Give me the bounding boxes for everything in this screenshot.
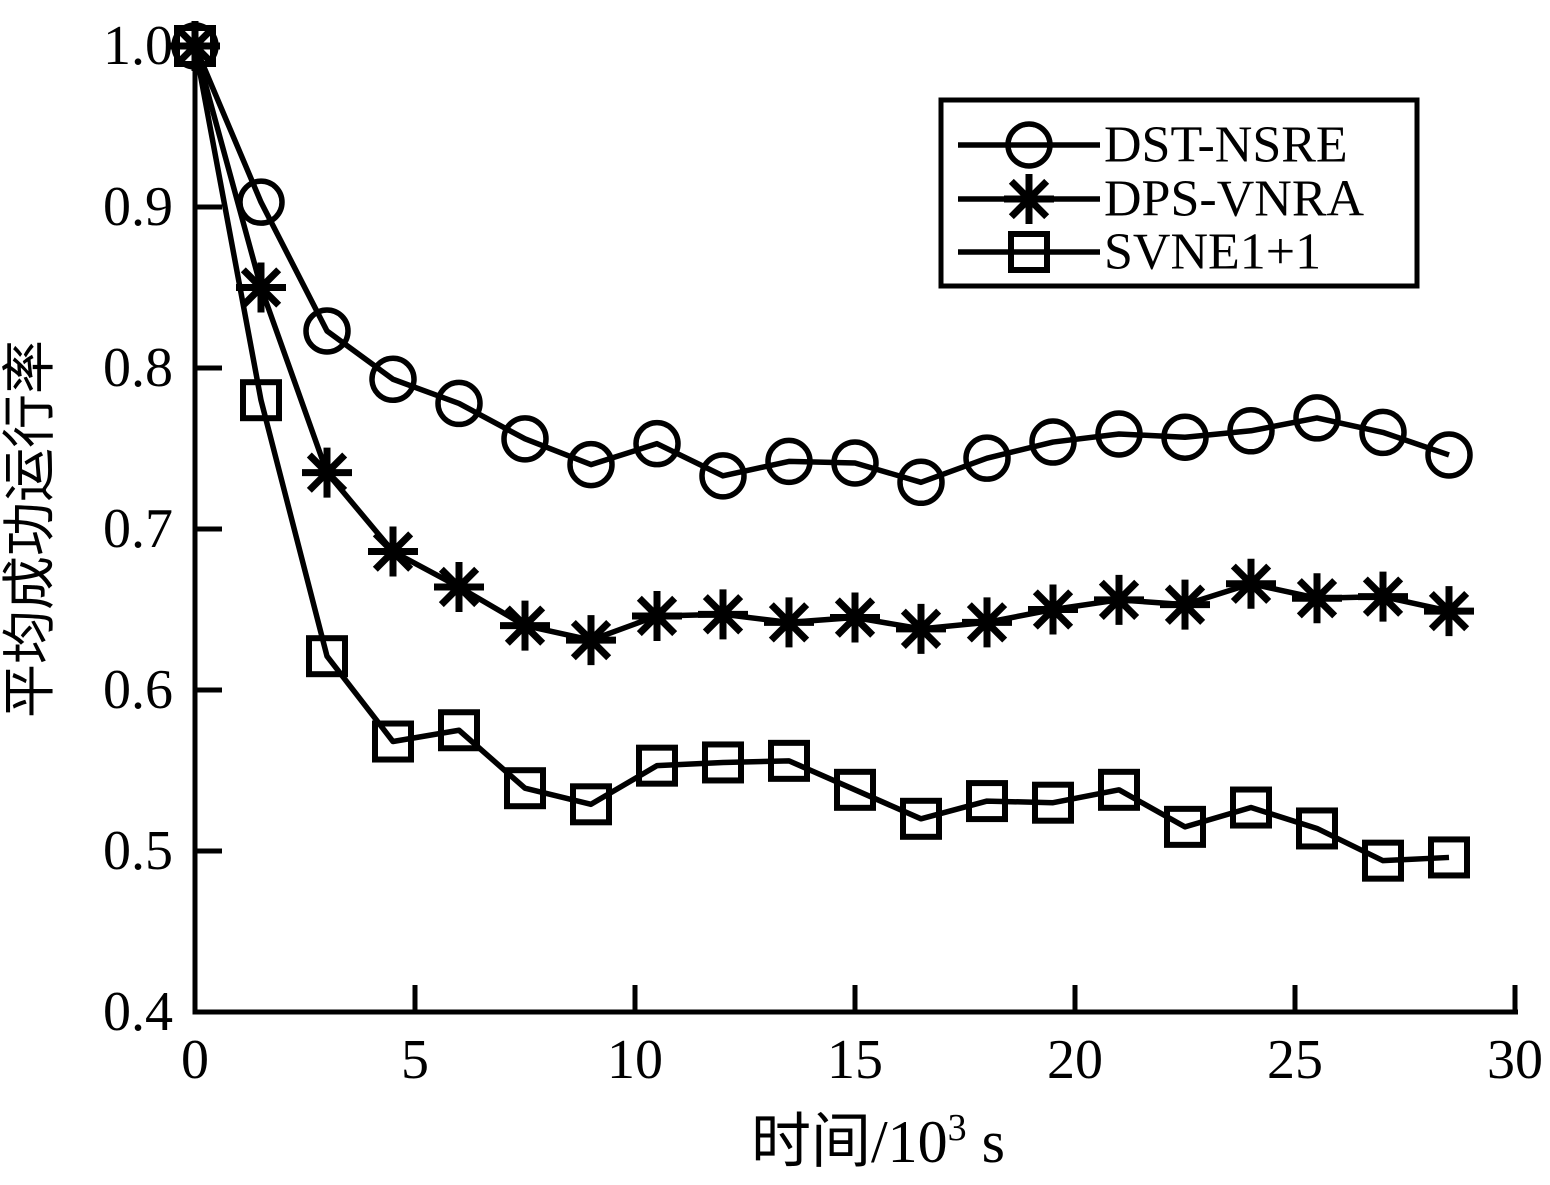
marker-asterisk [1358, 571, 1408, 622]
marker-circle [633, 419, 681, 468]
marker-asterisk [1028, 584, 1078, 635]
marker-asterisk [368, 526, 418, 577]
marker-asterisk [962, 597, 1012, 648]
marker-circle [831, 439, 879, 487]
marker-circle [303, 307, 351, 355]
marker-square [900, 797, 942, 840]
marker-asterisk [500, 600, 550, 651]
marker-square [570, 783, 612, 826]
marker-square [1098, 768, 1140, 811]
marker-circle [897, 458, 945, 507]
legend-label: DPS-VNRA [1104, 171, 1364, 228]
marker-square [372, 720, 414, 763]
series-plot-area [170, 21, 1474, 882]
legend-label: SVNE1+1 [1104, 224, 1321, 281]
legend-item-dps-vnra: DPS-VNRA [958, 171, 1364, 228]
marker-asterisk [896, 603, 946, 654]
marker-asterisk [1004, 174, 1054, 224]
marker-circle [1359, 408, 1407, 457]
marker-square [240, 379, 282, 422]
marker-square [1296, 807, 1338, 850]
marker-circle [765, 437, 813, 486]
x-axis-title-unit: s [967, 1109, 1005, 1175]
marker-square [1008, 231, 1050, 273]
y-tick-label: 0.7 [103, 498, 173, 560]
marker-square [636, 744, 678, 787]
x-tick-label: 15 [827, 1029, 883, 1091]
marker-circle [1293, 394, 1341, 442]
marker-asterisk [632, 590, 682, 641]
marker-circle [699, 452, 747, 500]
marker-asterisk [830, 592, 880, 643]
x-axis-title-superscript: 3 [948, 1107, 967, 1149]
x-axis-title: 时间/103 s [751, 1107, 1005, 1175]
marker-asterisk [1226, 558, 1276, 609]
marker-asterisk [1094, 574, 1144, 625]
y-tick-label: 0.9 [103, 176, 173, 238]
marker-square [966, 780, 1008, 823]
marker-circle [1029, 418, 1077, 466]
legend-item-dst-nsre: DST-NSRE [958, 117, 1348, 174]
marker-square [1428, 836, 1470, 879]
marker-asterisk [566, 615, 616, 666]
marker-circle [567, 440, 615, 489]
marker-circle [501, 415, 549, 463]
marker-square [1362, 839, 1404, 882]
marker-square [702, 741, 744, 784]
marker-circle [1095, 410, 1143, 458]
marker-square [438, 709, 480, 752]
marker-square [174, 25, 216, 67]
marker-square [834, 768, 876, 811]
marker-asterisk [764, 597, 814, 648]
marker-square [306, 635, 348, 678]
y-tick-label: 0.5 [103, 820, 173, 882]
marker-circle [435, 379, 483, 428]
marker-asterisk [434, 561, 484, 612]
marker-asterisk [236, 262, 286, 313]
x-tick-label: 30 [1487, 1029, 1543, 1091]
series-svne1-1 [174, 25, 1470, 882]
series-line-dst-nsre [192, 44, 1450, 486]
x-axis-title-base: 时间/10 [751, 1109, 948, 1175]
marker-square [1032, 781, 1074, 824]
marker-asterisk [302, 447, 352, 498]
marker-square [504, 767, 546, 810]
marker-square [1230, 786, 1272, 829]
legend-item-svne1-1: SVNE1+1 [958, 224, 1321, 281]
y-tick-labels: 1.0 0.9 0.8 0.7 0.6 0.5 0.4 [103, 15, 173, 1043]
marker-asterisk [1292, 573, 1342, 624]
legend-label: DST-NSRE [1104, 117, 1348, 174]
marker-asterisk [1424, 586, 1474, 637]
x-tick-label: 25 [1267, 1029, 1323, 1091]
marker-circle [963, 434, 1011, 482]
y-tick-label: 1.0 [103, 15, 173, 77]
series-line-svne1-1 [192, 45, 1450, 864]
x-tick-label: 20 [1047, 1029, 1103, 1091]
y-tick-label: 0.4 [103, 981, 173, 1043]
y-tick-label: 0.8 [103, 337, 173, 399]
marker-circle [369, 355, 417, 404]
x-tick-label: 0 [181, 1029, 209, 1091]
marker-circle [1227, 407, 1275, 455]
axes [192, 40, 1518, 1015]
x-tick-label: 10 [607, 1029, 663, 1091]
marker-square [1164, 805, 1206, 848]
marker-asterisk [698, 589, 748, 640]
x-tick-labels: 0 5 10 15 20 25 30 [181, 1029, 1543, 1091]
marker-asterisk [1160, 579, 1210, 630]
marker-circle [1005, 121, 1053, 169]
y-axis-title: 平均成功运行率 [0, 340, 60, 718]
marker-square [768, 739, 810, 782]
y-tick-label: 0.6 [103, 659, 173, 721]
x-tick-label: 5 [401, 1029, 429, 1091]
marker-circle [1161, 413, 1209, 461]
marker-circle [1425, 431, 1473, 479]
